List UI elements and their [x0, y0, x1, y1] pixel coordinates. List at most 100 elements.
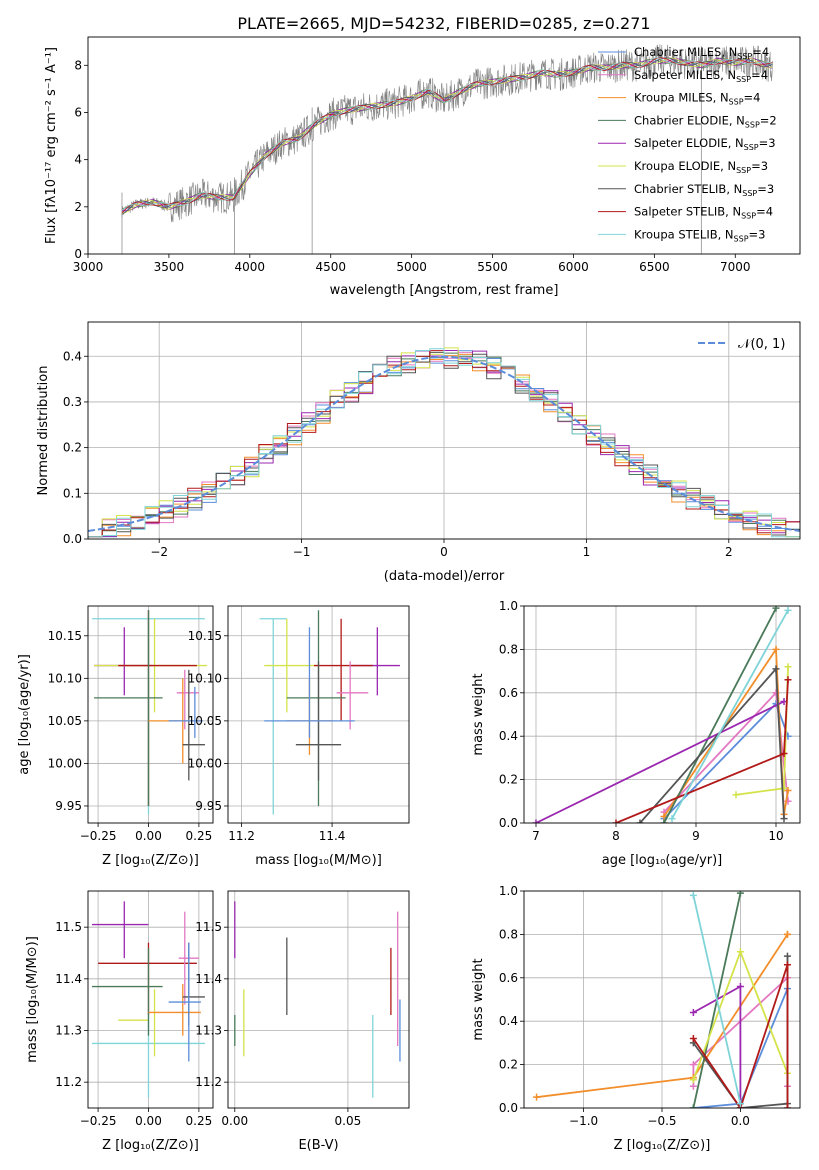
- plot-area: [92, 610, 207, 815]
- weight-point-marker: [780, 750, 788, 758]
- panel-mass_vs_Z: −0.25 0.00 0.25 11.2 11.3 11.4 11.5 Z [log₁₀(Z/…: [25, 890, 214, 1153]
- weight-point-marker: [533, 1093, 541, 1101]
- x-axis-label: mass [log₁₀(M/M⊙)]: [255, 853, 382, 868]
- legend-entry: Chabrier MILES, NSSP=4: [634, 45, 769, 61]
- y-axis-label: Flux [fλ10⁻¹⁷ erg cm⁻² s⁻¹ A⁻¹]: [44, 47, 59, 244]
- y-tick-label: 1.0: [499, 599, 518, 613]
- legend-entry: Salpeter STELIB, NSSP=4: [634, 205, 773, 221]
- x-tick-label: 0.00: [221, 1114, 248, 1128]
- x-tick-label: 10: [768, 829, 783, 843]
- x-tick-label: 0: [440, 545, 448, 559]
- panel-age_vs_Z: −0.25 0.00 0.25 9.95 10.00 10.05 10.10 10.15 Z […: [17, 605, 214, 868]
- weight-point-marker: [689, 1104, 697, 1108]
- y-tick-label: 11.3: [195, 1024, 222, 1038]
- axes-frame: [87, 605, 214, 824]
- y-tick-label: 0.4: [63, 349, 82, 363]
- x-tick-label: −1: [293, 545, 311, 559]
- panel-spectrum: 3000 3500 4000 4500 5000 5500 6000 6500 7000 0 2 4 6…: [44, 36, 801, 298]
- x-tick-label: −2: [150, 545, 168, 559]
- weight-point-marker: [783, 1104, 791, 1108]
- axes-frame: [227, 890, 410, 1109]
- histogram-step: [88, 348, 800, 538]
- x-axis-label: age [log₁₀(age/yr)]: [602, 853, 723, 868]
- axes-frame: [227, 605, 410, 824]
- y-axis-label: Normed distribution: [36, 366, 51, 496]
- y-tick-label: 2: [74, 200, 82, 214]
- weight-point-marker: [668, 815, 676, 823]
- x-tick-label: 0.05: [335, 1114, 362, 1128]
- axes-frame: [523, 890, 801, 1109]
- x-tick-label: 0.00: [135, 1114, 162, 1128]
- plot-area: [92, 901, 205, 1098]
- y-tick-label: 8: [74, 58, 82, 72]
- x-tick-label: 0.00: [135, 829, 162, 843]
- panel-mass_vs_EBV: 0.00 0.05 11.2 11.3 11.4 11.5 E(B-V): [195, 890, 410, 1153]
- axes-frame: [87, 890, 214, 1109]
- y-tick-label: 11.2: [195, 1075, 222, 1089]
- y-tick-label: 0.3: [63, 395, 82, 409]
- y-tick-label: 10.10: [48, 671, 82, 685]
- plot-area: [533, 891, 791, 1108]
- weight-point-marker: [772, 645, 780, 653]
- weight-point-marker: [636, 819, 644, 823]
- legend-entry: Salpeter MILES, NSSP=4: [634, 68, 768, 84]
- legend-entry: Salpeter ELODIE, NSSP=3: [634, 136, 776, 152]
- y-tick-label: 0.8: [499, 927, 518, 941]
- x-axis-label: Z [log₁₀(Z/Z⊙)]: [102, 1138, 199, 1153]
- y-tick-label: 11.3: [55, 1024, 82, 1038]
- y-tick-label: 9.95: [195, 799, 222, 813]
- x-tick-label: 9: [692, 829, 700, 843]
- weight-point-marker: [689, 1082, 697, 1090]
- panel-weight_vs_age: 7 8 9 10 0.0 0.2 0.4 0.6 0.8 1.0 age [log₁₀(age/yr…: [471, 599, 801, 868]
- weight-series-line: [535, 700, 785, 823]
- weight-point-marker: [736, 982, 744, 990]
- y-tick-label: 0.1: [63, 486, 82, 500]
- y-tick-label: 4: [74, 153, 82, 167]
- weight-point-marker: [780, 815, 788, 823]
- x-tick-label: 2: [725, 545, 733, 559]
- y-tick-label: 10.15: [48, 629, 82, 643]
- legend-entry: Kroupa MILES, NSSP=4: [634, 91, 760, 107]
- weight-point-marker: [783, 930, 791, 938]
- weight-point-marker: [689, 891, 697, 899]
- y-tick-label: 0.2: [499, 1058, 518, 1072]
- weight-point-marker: [772, 665, 780, 673]
- plot-area: [532, 606, 792, 823]
- weight-point-marker: [784, 663, 792, 671]
- y-tick-label: 0.6: [499, 686, 518, 700]
- y-tick-label: 0.2: [499, 773, 518, 787]
- x-tick-label: 7: [532, 829, 540, 843]
- weight-point-marker: [689, 1076, 697, 1084]
- weight-point-marker: [784, 676, 792, 684]
- x-axis-label: wavelength [Angstrom, rest frame]: [330, 283, 559, 298]
- plot-area: [121, 44, 773, 254]
- weight-point-marker: [532, 819, 540, 823]
- x-axis-label: Z [log₁₀(Z/Z⊙)]: [102, 853, 199, 868]
- weight-point-marker: [660, 812, 668, 820]
- y-tick-label: 10.00: [188, 756, 222, 770]
- weight-point-marker: [772, 606, 780, 612]
- y-tick-label: 11.5: [195, 920, 222, 934]
- legend-entry: Chabrier STELIB, NSSP=3: [634, 182, 774, 198]
- y-tick-label: 6: [74, 105, 82, 119]
- x-tick-label: 4000: [235, 260, 266, 274]
- y-tick-label: 10.05: [48, 714, 82, 728]
- y-tick-label: 10.00: [48, 756, 82, 770]
- y-axis-label: mass weight: [471, 958, 486, 1040]
- x-tick-label: 8: [612, 829, 620, 843]
- x-axis-label: E(B-V): [298, 1138, 338, 1153]
- weight-point-marker: [736, 1100, 744, 1108]
- weight-series-line: [692, 964, 789, 1108]
- weight-point-marker: [612, 819, 620, 823]
- x-tick-label: 7000: [720, 260, 751, 274]
- x-tick-label: 11.4: [319, 829, 346, 843]
- weight-point-marker: [736, 948, 744, 956]
- y-axis-label: age [log₁₀(age/yr)]: [17, 654, 32, 775]
- weight-point-marker: [783, 952, 791, 960]
- y-axis-label: mass [log₁₀(M/M⊙)]: [25, 936, 40, 1063]
- x-tick-label: 3000: [73, 260, 104, 274]
- weight-series-line: [692, 895, 742, 1104]
- x-axis-label: Z [log₁₀(Z/Z⊙)]: [614, 1138, 711, 1153]
- x-tick-label: 11.2: [228, 829, 255, 843]
- y-tick-label: 9.95: [55, 799, 82, 813]
